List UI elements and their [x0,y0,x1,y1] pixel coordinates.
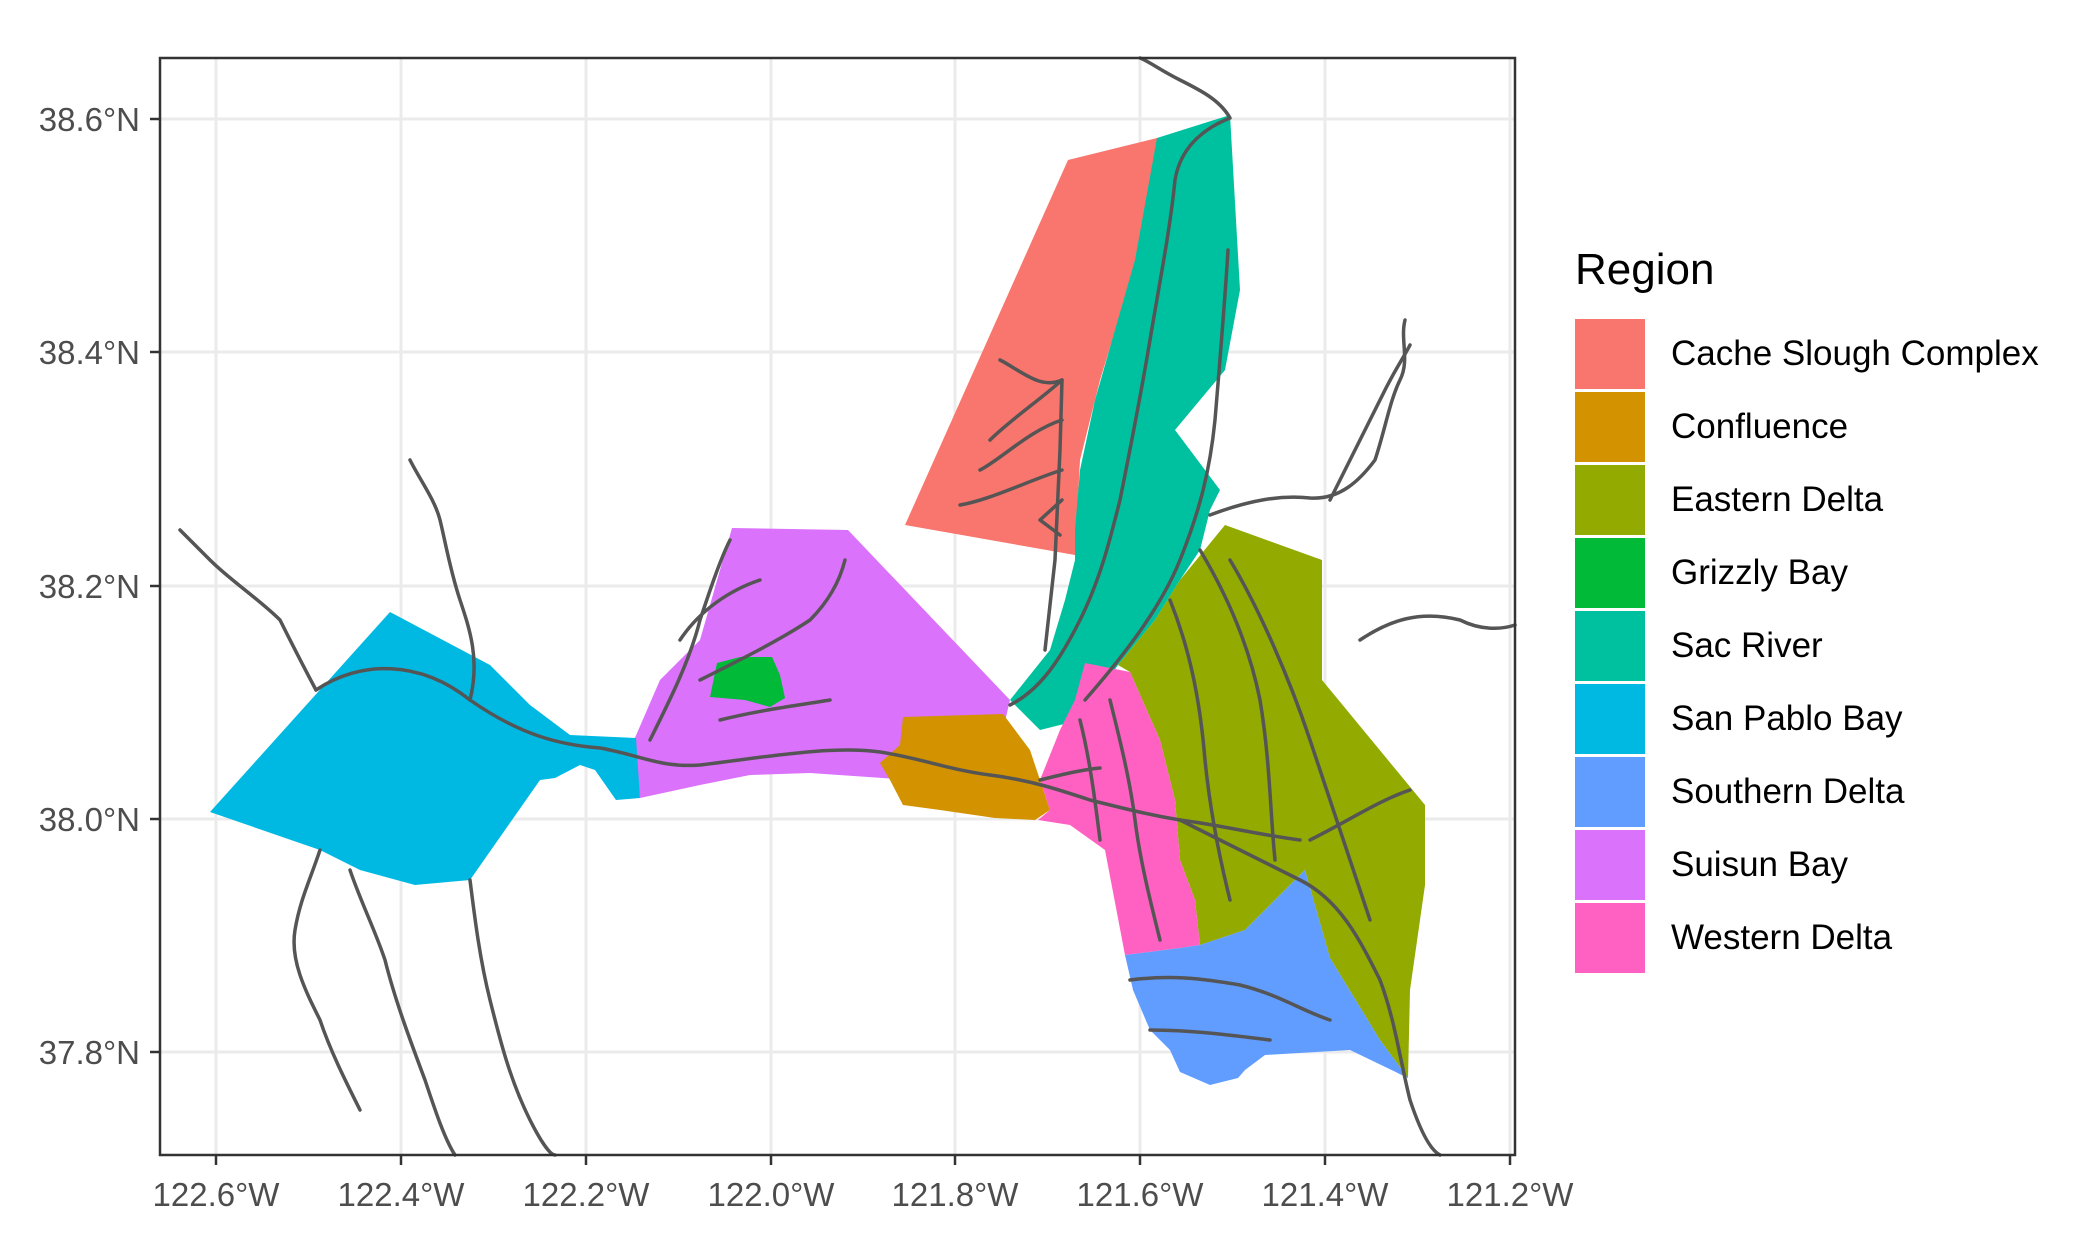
waterway-south-delta [1128,975,1332,1042]
x-tick-label: 122.2°W [523,1176,651,1213]
legend-label: Cache Slough Complex [1671,333,2039,373]
waterway-sacramento-river [1008,56,1232,707]
y-tick-label: 38.2°N [39,568,140,605]
legend-item-cache-slough-complex: Cache Slough Complex [1575,317,2039,390]
x-tick-label: 121.2°W [1447,1176,1575,1213]
waterway-west-shore [292,848,362,1112]
legend-item-sac-river: Sac River [1575,609,2039,682]
region-san-pablo-bay [210,612,640,885]
x-axis [214,1155,1512,1165]
legend-label: Suisun Bay [1671,844,1849,884]
waterway-mokelumne [1208,318,1407,517]
legend-swatch [1575,610,1645,681]
legend-title: Region [1575,245,1715,294]
legend-label: Sac River [1671,625,1823,665]
y-tick-label: 38.4°N [39,334,140,371]
y-axis-labels: 38.6°N 38.4°N 38.2°N 38.0°N 37.8°N [39,101,140,1071]
legend-item-eastern-delta: Eastern Delta [1575,463,2039,536]
y-tick-label: 37.8°N [39,1034,140,1071]
legend-swatch [1575,391,1645,462]
waterway-petaluma [178,528,318,692]
waterway-east-tributary [1308,614,1517,842]
region-confluence [880,714,1050,820]
legend-item-confluence: Confluence [1575,390,2039,463]
legend-swatch [1575,464,1645,535]
legend-label: Western Delta [1671,917,1893,957]
waterway-western-delta-net [1038,698,1162,942]
legend-swatch [1575,902,1645,973]
legend-item-grizzly-bay: Grizzly Bay [1575,536,2039,609]
x-tick-label: 122.6°W [153,1176,281,1213]
x-tick-label: 122.4°W [338,1176,466,1213]
x-tick-label: 122.0°W [708,1176,836,1213]
legend-swatch [1575,756,1645,827]
legend-label: Southern Delta [1671,771,1905,811]
waterways [178,56,1517,1157]
waterway-san-joaquin [1178,818,1442,1157]
legend-swatch [1575,537,1645,608]
panel-border [158,56,1517,1157]
x-tick-label: 121.4°W [1262,1176,1390,1213]
legend-item-san-pablo-bay: San Pablo Bay [1575,682,2039,755]
waterway-eastern-channels [1168,548,1372,922]
region-western-delta [1038,663,1200,955]
region-sac-river [1010,115,1240,730]
legend: Region Cache Slough Complex Confluence E… [1575,245,2039,974]
legend-label: Eastern Delta [1671,479,1884,519]
legend-item-southern-delta: Southern Delta [1575,755,2039,828]
legend-label: San Pablo Bay [1671,698,1903,738]
legend-swatch [1575,318,1645,389]
waterway-sf-bay-south [348,868,457,1157]
x-axis-labels: 122.6°W 122.4°W 122.2°W 122.0°W 121.8°W … [153,1176,1575,1213]
legend-swatch [1575,829,1645,900]
y-axis [150,117,160,1054]
legend-item-western-delta: Western Delta [1575,901,2039,974]
y-tick-label: 38.0°N [39,801,140,838]
x-tick-label: 121.6°W [1077,1176,1205,1213]
region-grizzly-bay [710,657,785,707]
waterway-cache-slough-network [958,358,1064,537]
y-tick-label: 38.6°N [39,101,140,138]
waterway-sac-secondary [1083,248,1230,702]
region-cache-slough [905,138,1160,555]
waterway-main-channel [314,666,1302,842]
waterway-suisun-marsh [648,538,847,742]
x-tick-label: 121.8°W [892,1176,1020,1213]
legend-swatch [1575,683,1645,754]
legend-label: Confluence [1671,406,1849,446]
legend-item-suisun-bay: Suisun Bay [1575,828,2039,901]
waterway-northeast-creek [1328,343,1412,502]
waterway-east-shore [468,878,557,1157]
legend-label: Grizzly Bay [1671,552,1848,592]
waterway-napa-river [408,458,476,702]
